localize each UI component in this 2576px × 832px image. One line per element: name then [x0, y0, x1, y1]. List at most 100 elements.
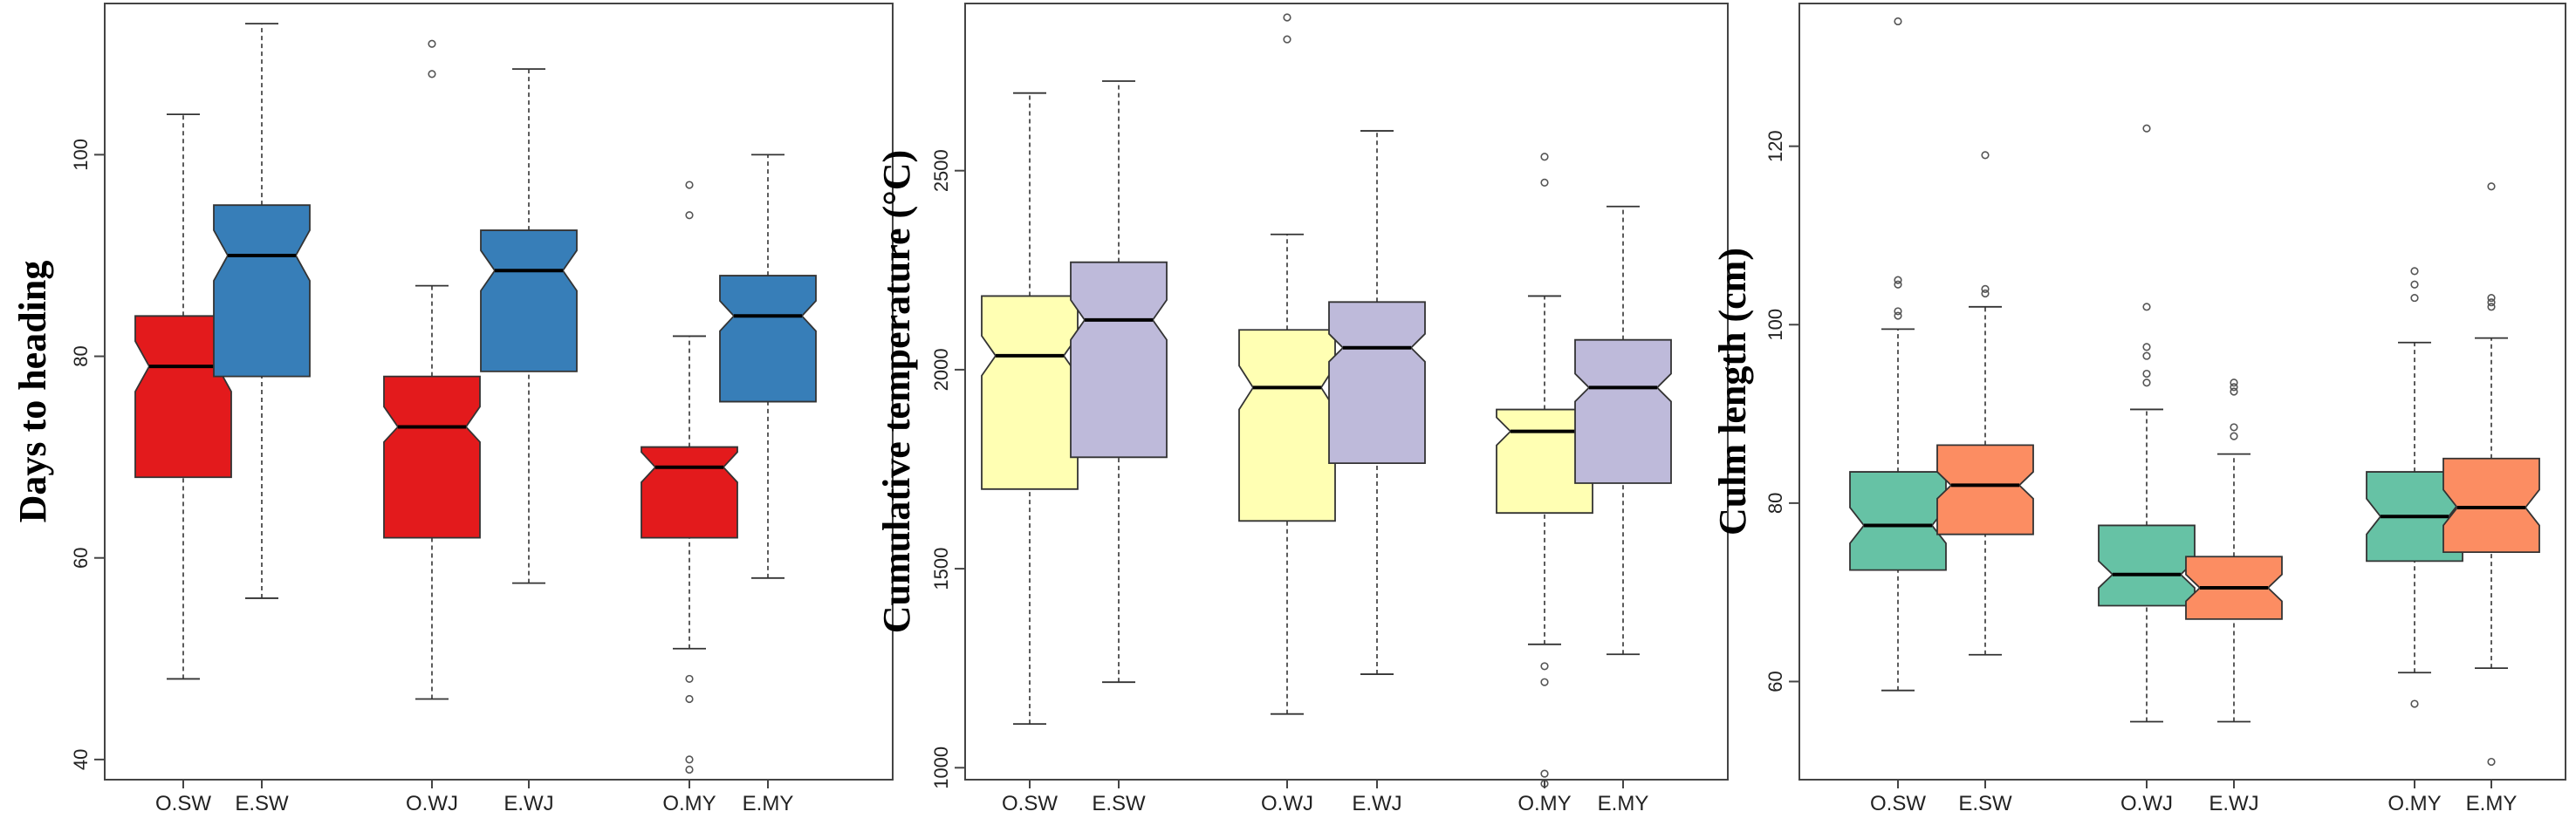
outlier-point: [685, 181, 694, 189]
box-o-wj: O.WJ: [2098, 124, 2196, 815]
x-tick-label: O.SW: [1002, 792, 1058, 815]
x-tick-label: O.WJ: [1261, 792, 1313, 815]
chart-panel-3: 60 80 100 120 Culm length (cm) O.SW E.SW O.WJ E.…: [1711, 3, 2566, 815]
y-tick-label: 80: [70, 345, 92, 366]
y-tick-label: 100: [1764, 309, 1786, 341]
outlier-point: [1894, 17, 1902, 26]
outlier-point: [1894, 276, 1902, 284]
box-body: [1936, 444, 2034, 535]
outlier-point: [685, 765, 694, 774]
y-axis-label: Days to heading: [11, 261, 54, 523]
outlier-point: [1894, 280, 1902, 289]
outlier-point: [2142, 369, 2151, 378]
outlier-point: [2487, 293, 2496, 303]
outlier-point: [2230, 423, 2238, 432]
box-body: [2098, 524, 2196, 607]
outlier-point: [685, 674, 694, 684]
y-tick-label: 100: [70, 139, 92, 171]
x-tick-label: O.MY: [2388, 792, 2441, 815]
plot-frame: [104, 3, 894, 781]
box-o-my: O.MY: [2366, 267, 2463, 815]
outlier-point: [2487, 303, 2496, 311]
x-tick-label: E.WJ: [1352, 792, 1401, 815]
y-tick-label: 1000: [930, 747, 952, 789]
box-e-my: E.MY: [2442, 182, 2540, 815]
box-o-wj: O.WJ: [383, 39, 481, 815]
y-tick-label: 40: [70, 749, 92, 770]
box-e-wj: E.WJ: [480, 68, 578, 815]
box-body: [641, 446, 738, 539]
box-e-sw: E.SW: [1936, 151, 2034, 815]
y-tick-label: 1500: [930, 548, 952, 590]
outlier-point: [1894, 311, 1902, 320]
outlier-point: [2142, 303, 2151, 311]
outlier-point: [685, 755, 694, 764]
x-tick-label: O.MY: [1518, 792, 1571, 815]
box-e-my: E.MY: [1574, 205, 1672, 815]
box-body: [1070, 261, 1168, 459]
box-o-sw: O.SW: [981, 92, 1079, 815]
x-tick-label: E.MY: [743, 792, 794, 815]
outlier-point: [428, 70, 436, 78]
x-tick-label: E.WJ: [504, 792, 553, 815]
outlier-point: [2487, 182, 2496, 191]
box-e-my: E.MY: [719, 153, 817, 815]
box-o-sw: O.SW: [134, 113, 232, 815]
outlier-point: [1540, 662, 1549, 671]
box-o-my: O.MY: [641, 181, 738, 815]
outlier-point: [1540, 769, 1549, 778]
y-tick-label: 2500: [930, 149, 952, 192]
box-body: [1238, 329, 1336, 522]
outlier-point: [2410, 280, 2419, 289]
outlier-point: [685, 694, 694, 704]
box-body: [981, 295, 1079, 490]
y-tick-label: 80: [1764, 493, 1786, 514]
x-tick-label: O.WJ: [2120, 792, 2173, 815]
outlier-point: [2410, 267, 2419, 276]
box-body: [213, 204, 311, 378]
box-e-sw: E.SW: [1070, 80, 1168, 815]
x-tick-label: E.WJ: [2209, 792, 2258, 815]
y-axis-label: Culm length (cm): [1711, 248, 1754, 535]
chart-panel-2: 1000 1500 2000 2500 Cumulative temperature (…: [875, 3, 1729, 815]
x-tick-label: E.MY: [2466, 792, 2518, 815]
box-body: [2442, 457, 2540, 554]
y-axis-label: Cumulative temperature (°C): [875, 150, 918, 633]
outlier-point: [2142, 351, 2151, 360]
outlier-point: [2487, 298, 2496, 307]
box-o-wj: O.WJ: [1238, 13, 1336, 815]
outlier-point: [2142, 343, 2151, 351]
chart-panel-1: 40 60 80 100 Days to heading O.SW E.SW O.WJ E.WJ…: [11, 3, 894, 815]
x-tick-label: E.SW: [1092, 792, 1146, 815]
y-tick-label: 2000: [930, 348, 952, 391]
outlier-point: [685, 211, 694, 220]
outlier-point: [2230, 378, 2238, 387]
box-body: [480, 229, 578, 372]
box-body: [1574, 338, 1672, 484]
box-o-sw: O.SW: [1849, 17, 1947, 815]
y-tick-label: 60: [1764, 671, 1786, 692]
outlier-point: [1894, 307, 1902, 316]
y-tick-label: 60: [70, 547, 92, 568]
box-e-sw: E.SW: [213, 23, 311, 815]
outlier-point: [1540, 678, 1549, 686]
box-body: [719, 275, 817, 403]
x-tick-label: E.SW: [235, 792, 289, 815]
box-body: [383, 375, 481, 539]
outlier-point: [1283, 13, 1291, 22]
x-tick-label: O.SW: [1870, 792, 1926, 815]
plot-frame: [964, 3, 1729, 781]
outlier-point: [2230, 383, 2238, 392]
box-body: [1849, 471, 1947, 571]
box-body: [1328, 301, 1426, 465]
outlier-point: [1540, 178, 1549, 187]
x-tick-label: E.MY: [1598, 792, 1649, 815]
outlier-point: [1981, 289, 1990, 298]
y-tick-label: 120: [1764, 130, 1786, 162]
outlier-point: [2230, 387, 2238, 396]
box-e-wj: E.WJ: [1328, 130, 1426, 815]
outlier-point: [2230, 432, 2238, 440]
box-e-wj: E.WJ: [2185, 378, 2283, 815]
outlier-point: [1981, 151, 1990, 160]
